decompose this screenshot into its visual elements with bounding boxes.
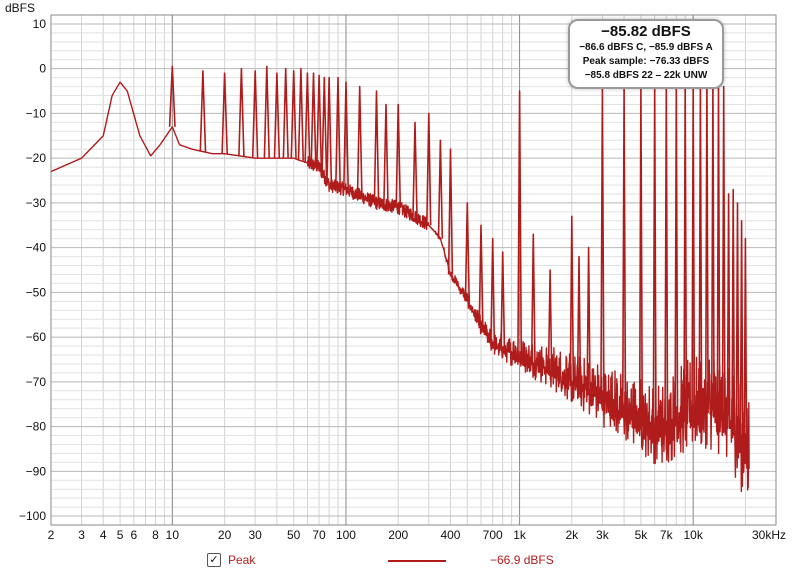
harmonic-peak <box>321 76 328 177</box>
harmonic-peak <box>586 246 591 397</box>
x-tick-label: 200 <box>388 528 408 542</box>
y-axis-label: dBFS <box>5 1 35 15</box>
harmonic-peak <box>530 233 536 366</box>
y-tick-label: −80 <box>26 420 47 434</box>
x-tick-label: 8 <box>152 528 159 542</box>
legend-swatch <box>388 560 446 562</box>
harmonic-peak <box>726 193 731 430</box>
harmonic-peak <box>395 103 402 208</box>
harmonic-peak <box>704 76 709 414</box>
harmonic-peak <box>735 202 740 445</box>
peak-series-checkbox[interactable]: ✓ <box>207 553 221 567</box>
harmonic-peak <box>739 220 744 454</box>
legend-series-value: −66.9 dBFS <box>490 553 554 567</box>
harmonic-peak <box>297 67 304 161</box>
x-tick-label: 5k <box>635 528 649 542</box>
harmonic-peak <box>282 67 289 159</box>
x-tick-label: 7k <box>660 528 674 542</box>
harmonic-peak <box>716 85 721 420</box>
harmonic-peak <box>743 237 748 463</box>
harmonic-peak <box>447 148 454 275</box>
harmonic-peak <box>168 65 176 127</box>
x-tick-label: 3 <box>78 528 85 542</box>
harmonic-peak <box>437 139 444 239</box>
readout-main-value: −85.82 dBFS <box>601 23 691 40</box>
harmonic-peak <box>263 65 270 159</box>
harmonic-peak <box>490 237 496 347</box>
harmonic-peak <box>199 70 207 152</box>
harmonic-peak <box>335 76 341 188</box>
harmonic-peak <box>721 85 726 423</box>
x-tick-label: 70 <box>312 528 326 542</box>
y-tick-label: −50 <box>26 285 47 299</box>
x-tick-label: 400 <box>440 528 460 542</box>
x-tick-label: 10k <box>683 528 703 542</box>
x-tick-label: 1k <box>513 528 527 542</box>
x-tick-label: 2k <box>565 528 579 542</box>
harmonic-peak <box>426 112 432 226</box>
y-tick-label: −20 <box>26 151 47 165</box>
y-tick-labels: 10 0 −10 −20 −30 −40 −50 −60 −70 −80 −90 −100 <box>19 17 46 523</box>
legend-series-name: Peak <box>228 553 256 567</box>
x-tick-label: 50 <box>287 528 301 542</box>
harmonic-peak <box>238 67 245 157</box>
x-tick-label: 30 <box>248 528 262 542</box>
x-tick-label: 700 <box>483 528 503 542</box>
y-tick-label: −90 <box>26 464 47 478</box>
harmonic-peak <box>343 81 349 190</box>
legend: ✓ Peak −66.9 dBFS <box>0 550 800 572</box>
readout-unweighted-band: −85.8 dBFS 22 – 22k UNW <box>584 70 708 81</box>
y-tick-label: −60 <box>26 330 47 344</box>
x-tick-label: 20 <box>218 528 232 542</box>
harmonic-peak <box>221 72 228 154</box>
harmonic-peak <box>310 72 317 166</box>
harmonic-peak <box>373 90 380 203</box>
harmonic-peak <box>731 188 736 436</box>
x-tick-label: 3k <box>596 528 610 542</box>
x-tick-labels: 2 3 4 5 6 8 10 20 30 50 70 100 200 400 700 1k 2k 3k 5k 7k 10… <box>48 528 786 542</box>
x-tick-label: 5 <box>117 528 124 542</box>
y-tick-label: 10 <box>33 17 47 31</box>
harmonic-peak <box>500 251 506 352</box>
x-tick-label: 4 <box>100 528 107 542</box>
plot-frame <box>50 14 777 526</box>
x-tick-label: 30kHz <box>752 528 786 542</box>
readout-peak-sample: Peak sample: −76.33 dBFS <box>582 56 710 67</box>
harmonic-peak <box>316 74 323 168</box>
x-tick-label: 10 <box>166 528 180 542</box>
y-tick-label: 0 <box>39 62 46 76</box>
readout-weighted-levels: −86.6 dBFS C, −85.9 dBFS A <box>579 42 713 53</box>
harmonic-peak <box>547 269 553 373</box>
harmonic-peak <box>356 85 363 196</box>
harmonic-peak <box>517 90 523 360</box>
harmonic-peak <box>464 202 470 302</box>
harmonic-peak <box>569 215 575 387</box>
y-tick-label: −70 <box>26 375 47 389</box>
y-tick-label: −100 <box>19 509 46 523</box>
harmonic-peak <box>576 255 582 391</box>
y-tick-label: −10 <box>26 106 47 120</box>
harmonic-peak <box>326 76 333 186</box>
level-readout: −85.82 dBFS −86.6 dBFS C, −85.9 dBFS A P… <box>568 19 724 89</box>
x-tick-label: 100 <box>336 528 356 542</box>
y-tick-label: −40 <box>26 241 47 255</box>
harmonic-peak <box>273 72 281 159</box>
harmonic-peak <box>290 70 297 159</box>
harmonic-peak <box>251 70 259 159</box>
y-tick-label: −30 <box>26 196 47 210</box>
harmonic-peak <box>710 81 715 417</box>
x-tick-label: 2 <box>48 528 55 542</box>
harmonic-peak <box>478 224 484 329</box>
harmonic-peak <box>304 72 311 164</box>
harmonic-peak <box>383 103 389 205</box>
harmonic-peak <box>412 121 418 217</box>
x-tick-label: 6 <box>130 528 137 542</box>
